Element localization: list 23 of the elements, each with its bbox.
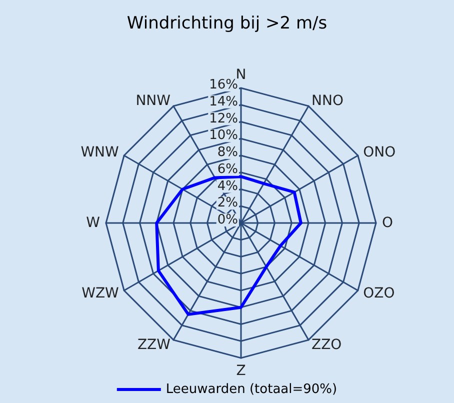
spoke-label: NNO [312,92,344,109]
y-tick-label: 10% [209,128,238,144]
y-tick-label: 4% [217,178,238,194]
y-tick-label: 0% [217,212,238,228]
spoke-label: Z [236,363,246,379]
y-tick-label: 12% [209,111,238,126]
y-tick-label: 6% [217,162,238,177]
spoke-label: ZZW [137,337,171,354]
y-tick-label: 2% [217,196,238,211]
spoke-label: ZZO [312,337,342,354]
y-tick-label: 8% [217,145,238,160]
legend-label: Leeuwarden (totaal=90%) [166,382,338,397]
spoke-label: W [86,215,100,231]
spoke-label: O [382,215,394,231]
spoke-label: NNW [136,92,171,109]
spoke-label: OZO [363,286,395,302]
chart-title: Windrichting bij >2 m/s [126,14,328,34]
spoke-label: N [236,67,246,83]
y-tick-label: 16% [209,78,238,92]
spoke-label: WNW [80,144,120,160]
spoke-label: WZW [82,286,120,302]
spoke-label: ONO [363,144,396,160]
y-tick-label: 14% [209,94,238,110]
